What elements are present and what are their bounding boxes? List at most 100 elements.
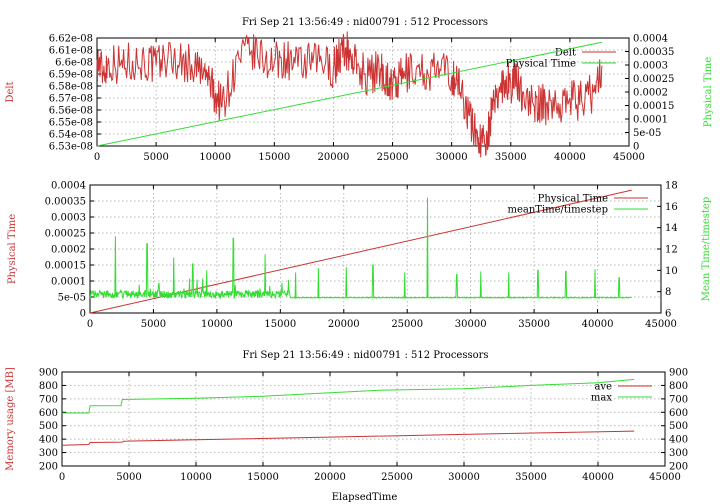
y2-tick-label: 300 xyxy=(669,448,688,459)
y-axis-label: Delt xyxy=(5,81,16,102)
y2-tick-label: 8 xyxy=(665,287,671,298)
x-tick-label: 0 xyxy=(94,152,100,163)
chart-title: Fri Sep 21 13:56:49 : nid00791 : 512 Pro… xyxy=(242,17,488,28)
y-tick-label: 6.55e-08 xyxy=(49,118,93,129)
x-tick-label: 30000 xyxy=(448,472,480,483)
x-tick-label: 5000 xyxy=(116,472,141,483)
x-tick-label: 20000 xyxy=(328,319,360,330)
series-line-physical-time xyxy=(96,41,602,147)
y-tick-label: 6.56e-08 xyxy=(49,106,93,117)
y-tick-label: 6.59e-08 xyxy=(49,70,93,81)
y-tick-label: 700 xyxy=(39,394,58,405)
x-tick-label: 25000 xyxy=(391,319,423,330)
y-tick-label: 6.58e-08 xyxy=(49,82,93,93)
x-tick-label: 40000 xyxy=(582,472,614,483)
y2-tick-label: 0.0003 xyxy=(633,61,668,72)
y-tick-label: 900 xyxy=(39,368,58,379)
y-tick-label: 0.00025 xyxy=(45,229,86,240)
y2-tick-label: 0.00035 xyxy=(633,47,674,58)
y2-tick-label: 400 xyxy=(669,435,688,446)
x-tick-label: 0 xyxy=(87,319,93,330)
y-tick-label: 200 xyxy=(39,462,58,473)
x-tick-label: 15000 xyxy=(264,319,296,330)
x-tick-label: 40000 xyxy=(582,319,614,330)
y2-tick-label: 800 xyxy=(669,381,688,392)
legend-label: ave xyxy=(594,382,612,393)
x-tick-label: 35000 xyxy=(518,319,550,330)
x-tick-label: 45000 xyxy=(613,152,645,163)
chart-panel-1: 0 5000 10000 15000 20000 25000 30000 35000 40000… xyxy=(5,17,714,163)
chart-panel-3: 0 5000 10000 15000 20000 25000 30000 35000 40000… xyxy=(5,350,688,503)
chart-title: Fri Sep 21 13:56:49 : nid00791 : 512 Pro… xyxy=(242,350,488,361)
plot-frame xyxy=(89,184,662,314)
x-tick-label: 5000 xyxy=(143,152,168,163)
x-tick-label: 45000 xyxy=(645,319,677,330)
x-tick-label: 35000 xyxy=(495,152,527,163)
series-line-meantime-timestep xyxy=(89,197,632,300)
series-line-delt xyxy=(96,31,603,158)
x-tick-label: 15000 xyxy=(247,472,279,483)
x-tick-label: 40000 xyxy=(554,152,586,163)
legend-label: max xyxy=(591,393,612,404)
legend-label: Delt xyxy=(555,48,576,59)
y-tick-label: 0.00015 xyxy=(45,261,86,272)
x-tick-label: 45000 xyxy=(649,472,681,483)
y2-tick-label: 0.0002 xyxy=(633,88,668,99)
y-tick-label: 0.0004 xyxy=(51,181,86,192)
legend-label: meanTime/timestep xyxy=(507,205,608,216)
y-tick-label: 5e-05 xyxy=(58,293,86,304)
y2-tick-label: 0.00015 xyxy=(633,101,674,112)
y-tick-label: 0.00035 xyxy=(45,197,86,208)
x-tick-label: 30000 xyxy=(436,152,468,163)
y-tick-label: 0.0002 xyxy=(51,245,86,256)
y-tick-label: 0 xyxy=(80,309,86,320)
y2-tick-label: 18 xyxy=(665,181,678,192)
x-tick-label: 0 xyxy=(59,472,65,483)
series-line-max xyxy=(62,378,635,414)
x-tick-label: 20000 xyxy=(314,472,346,483)
x-axis-label: ElapsedTime xyxy=(332,492,398,503)
x-tick-label: 30000 xyxy=(455,319,487,330)
y2-tick-label: 700 xyxy=(669,394,688,405)
y2-tick-label: 6 xyxy=(665,309,671,320)
y2-tick-label: 900 xyxy=(669,368,688,379)
y2-tick-label: 0 xyxy=(633,142,639,153)
x-tick-label: 10000 xyxy=(201,319,233,330)
series-line-ave xyxy=(61,430,635,446)
y-tick-label: 6.57e-08 xyxy=(49,94,93,105)
y-tick-label: 800 xyxy=(39,381,58,392)
x-tick-label: 20000 xyxy=(318,152,350,163)
y-tick-label: 6.62e-08 xyxy=(49,34,93,45)
x-tick-label: 25000 xyxy=(381,472,413,483)
y2-tick-label: 500 xyxy=(669,421,688,432)
y2-tick-label: 600 xyxy=(669,408,688,419)
y-tick-label: 300 xyxy=(39,448,58,459)
y-tick-label: 0.0001 xyxy=(51,277,86,288)
y2-tick-label: 0.0001 xyxy=(633,115,668,126)
y-tick-label: 500 xyxy=(39,421,58,432)
y2-tick-label: 16 xyxy=(665,202,678,213)
x-tick-label: 10000 xyxy=(199,152,231,163)
y-tick-label: 400 xyxy=(39,435,58,446)
legend-label: Physical Time xyxy=(538,194,608,205)
y2-axis-label: Physical Time xyxy=(703,57,714,127)
legend-label: Physical Time xyxy=(506,59,576,70)
y2-tick-label: 200 xyxy=(669,462,688,473)
y-tick-label: 0.0003 xyxy=(51,213,86,224)
x-tick-label: 35000 xyxy=(515,472,547,483)
y2-tick-label: 0.0004 xyxy=(633,34,668,45)
x-tick-label: 25000 xyxy=(377,152,409,163)
x-tick-label: 5000 xyxy=(141,319,166,330)
y-tick-label: 600 xyxy=(39,408,58,419)
y-axis-label: Memory usage [MB] xyxy=(5,367,16,471)
chart-panel-2: 0 5000 10000 15000 20000 25000 30000 35000 40000… xyxy=(7,181,712,331)
y-axis-label: Physical Time xyxy=(7,214,18,284)
x-tick-label: 10000 xyxy=(180,472,212,483)
y-tick-label: 6.53e-08 xyxy=(49,142,93,153)
y-tick-label: 6.54e-08 xyxy=(49,130,93,141)
y2-tick-label: 5e-05 xyxy=(633,128,661,139)
x-tick-label: 15000 xyxy=(258,152,290,163)
plot-frame xyxy=(96,37,630,147)
y2-tick-label: 14 xyxy=(665,223,678,234)
